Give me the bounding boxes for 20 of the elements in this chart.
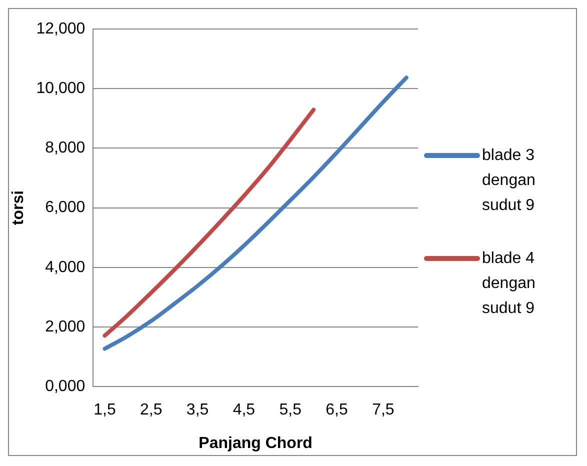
x-tick-label: 2,5: [140, 402, 162, 419]
x-tick-label: 6,5: [326, 402, 348, 419]
y-tick-label: 6,000: [45, 199, 86, 216]
y-tick-label: 12,000: [36, 20, 86, 38]
y-tick-label: 8,000: [45, 140, 86, 157]
x-axis-title: Panjang Chord: [198, 434, 312, 452]
line-series: [102, 76, 408, 351]
legend-label: blade 4 dengan sudut 9: [482, 249, 536, 319]
x-tick-label: 1,5: [94, 402, 116, 419]
x-tick-label: 5,5: [279, 402, 302, 419]
y-tick-label: 0,000: [45, 378, 86, 396]
y-tick-label: 4,000: [45, 258, 86, 276]
line-series: [102, 108, 316, 338]
y-tick-label: 10,000: [36, 80, 86, 98]
legend-label: blade 3 dengan sudut 9: [482, 146, 536, 216]
x-tick-label: 3,5: [186, 402, 209, 419]
y-tick-label: 2,000: [45, 318, 86, 336]
y-axis-title: torsi: [10, 190, 28, 226]
x-tick-label: 7,5: [372, 402, 394, 419]
x-tick-label: 4,5: [232, 402, 256, 419]
